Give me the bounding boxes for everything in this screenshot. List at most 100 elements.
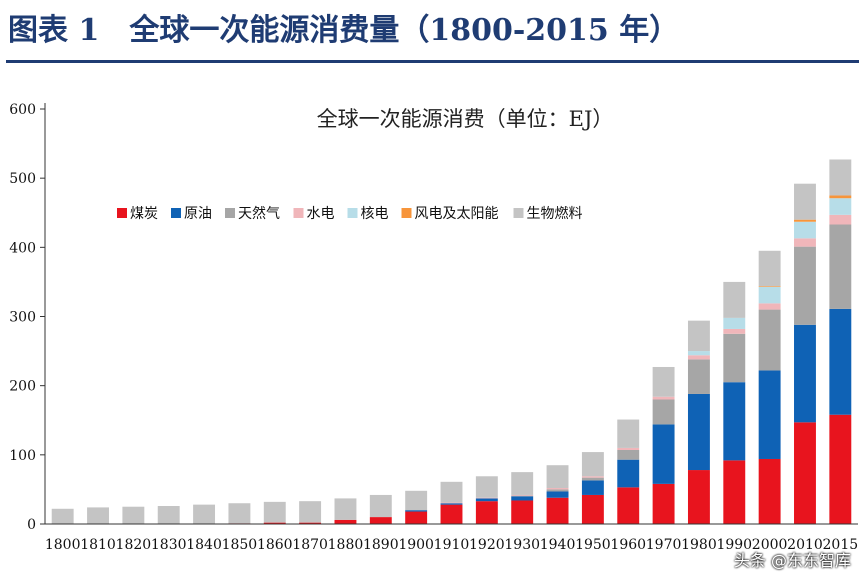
legend-label: 煤炭 bbox=[130, 206, 158, 222]
y-tick-label: 400 bbox=[9, 240, 36, 256]
bar-segment bbox=[758, 286, 781, 304]
bar-segment bbox=[652, 424, 675, 484]
bar-segment bbox=[475, 497, 498, 499]
bar-segment bbox=[405, 511, 428, 524]
bar-segment bbox=[581, 494, 604, 524]
x-tick-label: 1820 bbox=[116, 537, 152, 553]
legend: 煤炭 原油 天然气 水电 核电 风电及太阳能 生物燃料 bbox=[117, 205, 583, 222]
bar-segment bbox=[829, 159, 852, 196]
bar-segment bbox=[299, 522, 322, 524]
bar-segment bbox=[652, 399, 675, 425]
figure-title: 图表 1 全球一次能源消费量（1800-2015 年） bbox=[8, 13, 680, 48]
x-tick-label: 1970 bbox=[646, 537, 682, 553]
bar-segment bbox=[263, 501, 286, 523]
bar-segment bbox=[723, 382, 746, 461]
bar-segment bbox=[652, 366, 675, 397]
bar-segment bbox=[723, 328, 746, 334]
x-tick-label: 1880 bbox=[328, 537, 364, 553]
bar-segment bbox=[687, 320, 710, 352]
y-tick-label: 500 bbox=[9, 171, 36, 187]
bar-segment bbox=[440, 481, 463, 503]
y-tick-label: 600 bbox=[9, 102, 36, 118]
bar-segment bbox=[546, 489, 569, 492]
x-tick-label: 1910 bbox=[434, 537, 470, 553]
bar-segment bbox=[369, 517, 392, 524]
x-tick-label: 1990 bbox=[716, 537, 752, 553]
x-tick-label: 1980 bbox=[681, 537, 717, 553]
bar-segment bbox=[723, 333, 746, 383]
x-tick-label: 2000 bbox=[752, 537, 788, 553]
x-tick-label: 1950 bbox=[575, 537, 611, 553]
legend-swatch bbox=[293, 208, 304, 218]
x-tick-label: 1960 bbox=[610, 537, 646, 553]
x-tick-label: 1940 bbox=[540, 537, 576, 553]
bar-segment bbox=[440, 503, 463, 505]
stacked-bar-chart: 全球一次能源消费（单位：EJ） 0 100 200 300 400 500 600 1800… bbox=[9, 102, 858, 553]
bar-segment bbox=[440, 504, 463, 524]
bar-segment bbox=[617, 449, 640, 460]
bar-group bbox=[51, 159, 852, 524]
y-tick-label: 100 bbox=[9, 448, 36, 464]
bar-segment bbox=[758, 370, 781, 459]
title-rule bbox=[6, 60, 859, 63]
legend-label: 核电 bbox=[361, 206, 389, 222]
bar-segment bbox=[723, 460, 746, 524]
x-tick-label: 1810 bbox=[80, 537, 116, 553]
legend-swatch bbox=[513, 208, 524, 218]
bar-segment bbox=[546, 497, 569, 524]
bar-segment bbox=[440, 502, 463, 504]
bar-segment bbox=[263, 522, 286, 524]
bar-segment bbox=[794, 183, 816, 220]
bar-segment bbox=[475, 501, 498, 524]
bar-segment bbox=[475, 498, 498, 502]
bar-segment bbox=[758, 303, 781, 310]
x-tick-label: 1900 bbox=[398, 537, 434, 553]
bar-segment bbox=[723, 317, 746, 329]
bar-segment bbox=[299, 501, 322, 523]
bar-segment bbox=[794, 246, 816, 325]
y-axis: 0 100 200 300 400 500 600 bbox=[9, 102, 46, 533]
bar-segment bbox=[687, 351, 710, 356]
bar-segment bbox=[475, 476, 498, 498]
x-axis: 1800 1810 1820 1830 1840 1850 1860 1870 1880 1890… bbox=[45, 523, 858, 553]
x-tick-label: 1850 bbox=[222, 537, 258, 553]
legend-label: 天然气 bbox=[238, 205, 280, 222]
bar-segment bbox=[511, 500, 534, 524]
x-tick-label: 1870 bbox=[292, 537, 328, 553]
bar-segment bbox=[581, 480, 604, 495]
legend-swatch bbox=[401, 208, 412, 218]
bar-segment bbox=[334, 519, 357, 524]
bar-segment bbox=[334, 498, 357, 520]
bar-segment bbox=[794, 422, 816, 524]
bar-segment bbox=[193, 504, 216, 524]
bar-segment bbox=[652, 396, 675, 400]
legend-swatch bbox=[171, 208, 181, 218]
x-tick-label: 1890 bbox=[363, 537, 399, 553]
bar-segment bbox=[794, 324, 816, 423]
bar-segment bbox=[758, 458, 781, 524]
bar-segment bbox=[794, 221, 816, 239]
bar-segment bbox=[758, 286, 781, 287]
bar-segment bbox=[617, 447, 640, 450]
x-tick-label: 1860 bbox=[257, 537, 293, 553]
bar-segment bbox=[829, 414, 852, 524]
x-tick-label: 1800 bbox=[45, 537, 81, 553]
chart-title: 全球一次能源消费（单位：EJ） bbox=[317, 107, 614, 131]
y-tick-label: 0 bbox=[27, 517, 36, 533]
legend-swatch bbox=[225, 208, 235, 218]
legend-label: 水电 bbox=[307, 206, 335, 222]
bar-segment bbox=[546, 491, 569, 498]
bar-segment bbox=[687, 470, 710, 524]
bar-segment bbox=[581, 477, 604, 481]
bar-segment bbox=[794, 238, 816, 247]
bar-segment bbox=[122, 506, 145, 524]
bar-segment bbox=[228, 503, 251, 524]
bar-segment bbox=[652, 483, 675, 524]
bar-segment bbox=[758, 309, 781, 371]
bar-segment bbox=[87, 507, 109, 524]
bar-segment bbox=[546, 465, 569, 489]
bar-segment bbox=[829, 195, 852, 199]
bar-segment bbox=[511, 494, 534, 496]
y-tick-label: 300 bbox=[9, 310, 36, 326]
bar-segment bbox=[687, 359, 710, 394]
